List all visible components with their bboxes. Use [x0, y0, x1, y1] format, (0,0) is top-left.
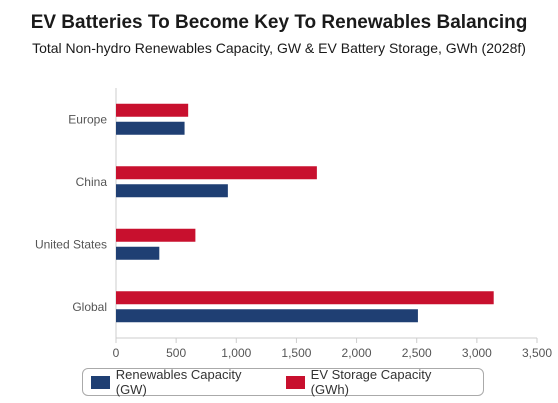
x-tick-label: 2,000 — [342, 346, 372, 360]
legend-swatch-ev-storage — [285, 375, 305, 389]
bar-renewables — [116, 121, 185, 135]
x-tick-label: 1,500 — [281, 346, 311, 360]
bar-ev-storage — [116, 103, 189, 117]
bar-renewables — [116, 309, 418, 323]
legend-item-ev-storage[interactable]: EV Storage Capacity (GWh) — [285, 367, 471, 397]
x-tick-label: 2,500 — [402, 346, 432, 360]
x-tick-label: 500 — [166, 346, 186, 360]
bar-renewables — [116, 246, 160, 260]
chart-legend: Renewables Capacity (GW) EV Storage Capa… — [82, 367, 484, 397]
legend-swatch-renewables — [91, 375, 110, 389]
category-label: Global — [72, 300, 107, 314]
chart-subtitle: Total Non-hydro Renewables Capacity, GW … — [32, 40, 526, 56]
x-tick-label: 3,500 — [522, 346, 552, 360]
category-label: United States — [35, 237, 107, 251]
x-tick-label: 1,000 — [221, 346, 251, 360]
x-tick-label: 0 — [113, 346, 120, 360]
bar-ev-storage — [116, 291, 494, 305]
x-tick-label: 3,000 — [462, 346, 492, 360]
category-label: Europe — [68, 112, 107, 126]
legend-label-ev-storage: EV Storage Capacity (GWh) — [310, 367, 432, 397]
category-label: China — [76, 175, 108, 189]
legend-label-renewables: Renewables Capacity (GW) — [115, 367, 242, 397]
bar-ev-storage — [116, 228, 196, 242]
bar-renewables — [116, 184, 228, 198]
legend-item-renewables[interactable]: Renewables Capacity (GW) — [91, 367, 274, 397]
bar-ev-storage — [116, 166, 317, 180]
chart-title: EV Batteries To Become Key To Renewables… — [30, 12, 528, 33]
